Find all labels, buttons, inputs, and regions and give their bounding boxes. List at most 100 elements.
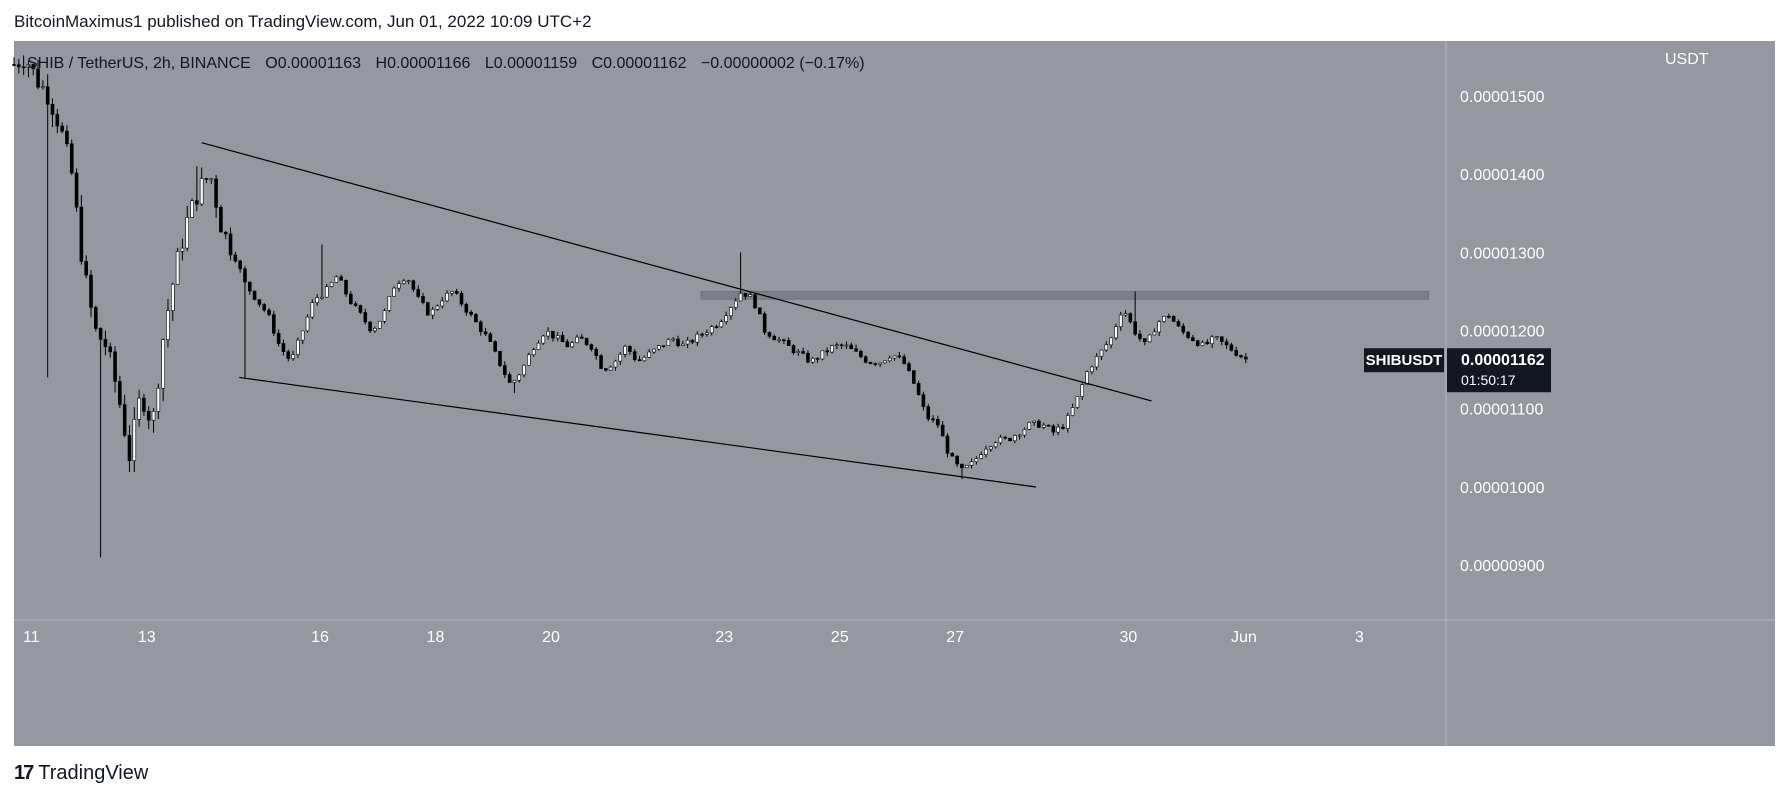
candle-down[interactable] [815,358,820,360]
candle-down[interactable] [1191,337,1195,341]
candle-up[interactable] [1013,435,1017,442]
candle-down[interactable] [247,281,252,292]
candle-up[interactable] [1210,336,1214,345]
candle-down[interactable] [714,326,719,328]
candle-down[interactable] [498,350,502,366]
candle-down[interactable] [1239,355,1243,358]
candle-down[interactable] [50,104,55,115]
candle-up[interactable] [1104,344,1109,351]
candle-down[interactable] [1133,321,1137,335]
candle-down[interactable] [902,356,906,365]
candle-up[interactable] [1147,334,1152,343]
candle-down[interactable] [849,344,854,350]
candle-down[interactable] [89,274,93,308]
candle-down[interactable] [743,293,748,297]
candle-up[interactable] [729,307,733,317]
candle-up[interactable] [1114,326,1118,339]
candle-down[interactable] [584,338,589,345]
candle-down[interactable] [459,293,464,305]
candle-down[interactable] [1229,344,1234,351]
candle-down[interactable] [503,365,507,375]
candle-up[interactable] [382,310,387,322]
candle-down[interactable] [276,332,281,344]
symbol-tag[interactable] [1364,348,1444,373]
candle-down[interactable] [916,383,921,396]
candle-down[interactable] [950,453,955,457]
candle-up[interactable] [512,380,517,383]
candle-down[interactable] [1051,425,1056,433]
candle-down[interactable] [1138,333,1142,339]
candle-up[interactable] [796,351,801,353]
candle-down[interactable] [604,368,608,371]
candle-down[interactable] [1205,341,1210,345]
candle-up[interactable] [291,354,295,359]
candle-up[interactable] [1099,349,1104,357]
candle-up[interactable] [1085,371,1089,386]
candle-down[interactable] [349,293,353,304]
candle-down[interactable] [912,370,916,384]
candle-up[interactable] [406,280,411,283]
candle-down[interactable] [358,305,363,313]
candle-down[interactable] [859,350,863,358]
candle-down[interactable] [204,178,209,180]
candle-up[interactable] [401,280,406,284]
candle-down[interactable] [108,346,113,353]
candle-up[interactable] [397,283,401,289]
candle-down[interactable] [84,261,88,276]
candle-up[interactable] [738,293,743,302]
candle-down[interactable] [12,64,16,66]
candle-down[interactable] [142,397,146,412]
candle-down[interactable] [262,304,267,311]
candle-down[interactable] [339,276,343,281]
candle-down[interactable] [122,404,127,436]
candle-down[interactable] [782,339,786,342]
candle-down[interactable] [767,332,772,337]
candle-up[interactable] [652,348,656,353]
candle-down[interactable] [955,455,959,465]
candle-down[interactable] [825,350,829,353]
candle-up[interactable] [748,294,753,297]
candle-up[interactable] [1041,424,1046,428]
candle-up[interactable] [695,333,700,343]
candle-up[interactable] [305,316,310,332]
candle-up[interactable] [570,342,574,348]
candle-down[interactable] [801,351,805,354]
candle-down[interactable] [118,381,122,405]
candle-down[interactable] [94,307,98,329]
candle-up[interactable] [892,355,897,359]
candle-up[interactable] [531,349,536,356]
candle-down[interactable] [454,291,459,294]
candle-down[interactable] [426,302,430,316]
candle-down[interactable] [1234,350,1238,356]
candle-down[interactable] [661,345,666,347]
candle-down[interactable] [1195,340,1200,346]
candle-down[interactable] [931,418,935,421]
candle-down[interactable] [632,351,637,360]
candle-down[interactable] [252,290,257,300]
candle-up[interactable] [151,411,156,421]
candle-up[interactable] [974,458,979,463]
candle-up[interactable] [450,291,454,294]
candle-up[interactable] [536,342,541,350]
candle-down[interactable] [758,307,762,315]
candle-down[interactable] [589,344,594,350]
candle-down[interactable] [772,336,777,341]
candle-down[interactable] [1046,424,1051,427]
candle-down[interactable] [219,207,223,233]
candle-up[interactable] [132,419,137,462]
candle-up[interactable] [1065,415,1070,429]
candle-up[interactable] [185,217,190,249]
candle-down[interactable] [1061,426,1065,429]
candle-up[interactable] [440,300,445,307]
candle-up[interactable] [830,345,834,353]
candle-up[interactable] [613,360,618,368]
candle-down[interactable] [55,114,60,127]
candle-up[interactable] [373,328,377,332]
candle-up[interactable] [1109,337,1113,346]
candle-up[interactable] [681,343,685,346]
candle-down[interactable] [690,339,695,343]
tradingview-logo[interactable]: 17 TradingView [14,762,148,785]
candle-down[interactable] [1167,316,1171,318]
candle-down[interactable] [762,313,767,333]
